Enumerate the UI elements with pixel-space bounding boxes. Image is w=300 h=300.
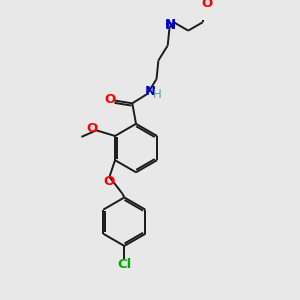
Text: O: O: [86, 122, 98, 135]
Text: O: O: [103, 175, 114, 188]
Text: Cl: Cl: [117, 258, 131, 271]
Text: N: N: [164, 19, 175, 32]
Text: O: O: [202, 0, 213, 10]
Text: O: O: [104, 93, 116, 106]
Text: N: N: [165, 18, 176, 31]
Text: N: N: [144, 85, 156, 98]
Text: H: H: [153, 88, 162, 101]
